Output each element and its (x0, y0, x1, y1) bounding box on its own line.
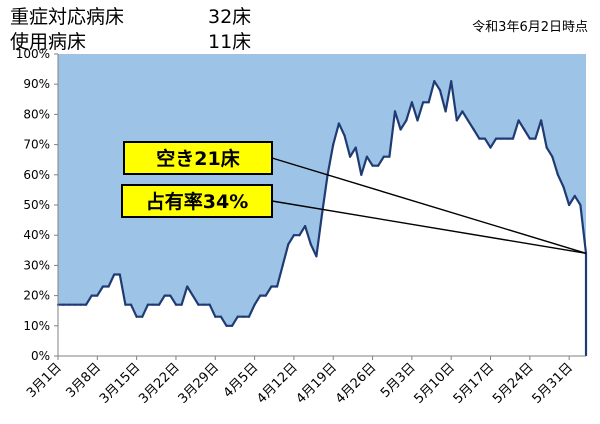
data-line-segment (180, 285, 189, 306)
y-tick-label: 80% (23, 107, 50, 121)
data-line-segment (326, 143, 335, 176)
data-line-segment (466, 119, 475, 131)
data-line-segment (472, 128, 481, 140)
data-line-segment (315, 213, 324, 258)
data-line-segment (208, 303, 217, 318)
data-line-segment (332, 122, 340, 146)
data-line-segment (405, 101, 413, 122)
x-tick-label: 3月15日 (97, 360, 144, 407)
data-line-segment (129, 303, 138, 318)
x-tick-label: 3月22日 (136, 360, 183, 407)
callout-free-beds-box (123, 141, 273, 175)
data-line-segment (360, 155, 368, 176)
data-line-segment (511, 119, 520, 140)
callout-free-beds-leader (271, 157, 587, 254)
data-line-segment (444, 80, 453, 113)
y-tick-label: 30% (23, 258, 50, 272)
x-tick-label: 3月1日 (24, 360, 65, 401)
data-line-segment (276, 264, 284, 288)
used-beds-value: 11床 (208, 31, 252, 53)
data-line-segment (579, 203, 588, 255)
data-line-segment (309, 243, 318, 258)
x-tick-label: 4月26日 (333, 360, 380, 407)
data-line-segment (219, 315, 228, 327)
data-line-segment (393, 110, 402, 131)
used-beds-label: 使用病床 (10, 31, 87, 53)
x-tick-label: 4月19日 (294, 360, 341, 407)
data-line-segment (517, 119, 526, 131)
x-tick-label: 3月29日 (176, 360, 223, 407)
data-line-segment (562, 185, 571, 207)
data-line-segment (141, 303, 149, 318)
data-line-segment (556, 173, 565, 188)
data-line-segment (354, 146, 363, 176)
data-line-segment (337, 122, 346, 137)
data-line-segment (534, 119, 543, 140)
x-tick-label: 5月24日 (490, 360, 537, 407)
data-line-segment (107, 273, 116, 288)
data-line-segment (539, 119, 548, 149)
data-line-segment (573, 194, 582, 207)
data-line-segment (191, 294, 200, 306)
data-line-segment (84, 294, 93, 306)
as-of-date: 令和3年6月2日時点 (472, 20, 588, 35)
data-line-segment (450, 80, 458, 122)
data-line-segment (186, 285, 194, 297)
data-line-segment (433, 80, 442, 92)
data-line-segment (416, 101, 425, 122)
data-line-segment (281, 243, 290, 267)
data-line-segment (96, 285, 105, 297)
data-line-segment (253, 294, 262, 306)
data-line-segment (118, 273, 127, 306)
callout-occupancy-rate-text: 占有率34% (146, 190, 248, 213)
y-tick-label: 40% (23, 228, 50, 242)
data-line-segment (410, 101, 419, 122)
data-line-segment (247, 303, 256, 318)
data-line-segment (483, 137, 492, 149)
data-line-segment (298, 225, 307, 237)
x-tick-label: 5月10日 (411, 360, 458, 407)
data-line-segment (489, 137, 498, 149)
data-line-segment (169, 294, 178, 306)
data-line-segment (455, 110, 464, 122)
x-tick-label: 5月31日 (529, 360, 576, 407)
data-line-segment (320, 173, 329, 216)
data-line-segment (231, 315, 239, 327)
data-line-segment (304, 225, 312, 246)
y-tick-label: 20% (23, 289, 50, 303)
severe-beds-label: 重症対応病床 (10, 6, 125, 28)
data-line-segment (427, 80, 436, 104)
data-line-segment (287, 234, 295, 246)
data-line-segment (349, 146, 357, 158)
data-line-segment (388, 110, 397, 158)
data-line-segment (551, 155, 560, 176)
data-line-segment (567, 194, 576, 207)
y-tick-label: 50% (23, 198, 50, 212)
data-line-segment (545, 146, 554, 158)
x-tick-label: 4月12日 (254, 360, 301, 407)
y-tick-label: 60% (23, 168, 50, 182)
data-line-segment (399, 119, 408, 131)
data-line-segment (365, 155, 374, 167)
y-tick-label: 90% (23, 77, 50, 91)
data-line-segment (264, 285, 273, 297)
y-tick-label: 100% (16, 47, 50, 61)
data-line-segment (377, 155, 385, 167)
callout-occupancy-rate-leader (271, 200, 587, 255)
data-line-segment (523, 128, 531, 140)
y-tick-label: 10% (23, 319, 50, 333)
data-line-segment (438, 89, 447, 113)
y-tick-label: 70% (23, 138, 50, 152)
data-line-segment (158, 294, 166, 306)
severe-beds-value: 32床 (208, 6, 252, 28)
y-tick-label: 0% (31, 349, 50, 363)
data-line-segment (461, 110, 470, 122)
callout-free-beds-text: 空き21床 (156, 147, 239, 170)
x-tick-label: 5月17日 (451, 360, 498, 407)
data-line-segment (343, 134, 352, 158)
callout-occupancy-rate-box (121, 184, 273, 218)
